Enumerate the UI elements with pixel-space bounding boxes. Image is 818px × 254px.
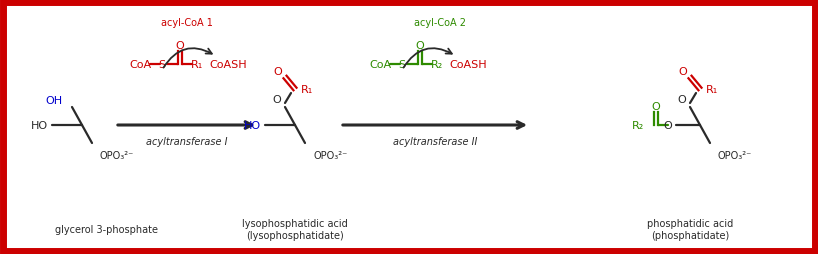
Text: S: S — [159, 60, 165, 70]
Text: HO: HO — [31, 121, 48, 131]
Text: phosphatidic acid
(phosphatidate): phosphatidic acid (phosphatidate) — [647, 218, 733, 240]
Text: lysophosphatidic acid
(lysophosphatidate): lysophosphatidic acid (lysophosphatidate… — [242, 218, 348, 240]
Text: R₁: R₁ — [301, 85, 313, 95]
FancyBboxPatch shape — [3, 3, 815, 251]
Text: R₁: R₁ — [706, 85, 718, 95]
Text: R₁: R₁ — [191, 60, 203, 70]
Text: OPO₃²⁻: OPO₃²⁻ — [100, 150, 134, 160]
Text: CoASH: CoASH — [449, 60, 487, 70]
Text: CoA: CoA — [369, 60, 391, 70]
Text: O: O — [416, 41, 425, 51]
Text: CoASH: CoASH — [209, 60, 247, 70]
Text: O: O — [176, 41, 184, 51]
Text: O: O — [272, 95, 281, 105]
Text: OPO₃²⁻: OPO₃²⁻ — [718, 150, 753, 160]
Text: acyl-CoA 1: acyl-CoA 1 — [160, 18, 213, 28]
Text: acyltransferase I: acyltransferase I — [146, 136, 227, 146]
Text: OPO₃²⁻: OPO₃²⁻ — [313, 150, 348, 160]
Text: acyltransferase II: acyltransferase II — [393, 136, 477, 146]
Text: S: S — [398, 60, 406, 70]
Text: O: O — [677, 95, 686, 105]
Text: R₂: R₂ — [631, 121, 644, 131]
Text: glycerol 3-phosphate: glycerol 3-phosphate — [55, 224, 158, 234]
Text: O: O — [663, 121, 672, 131]
Text: OH: OH — [45, 96, 62, 106]
Text: O: O — [652, 102, 660, 112]
Text: acyl-CoA 2: acyl-CoA 2 — [414, 18, 466, 28]
Text: O: O — [273, 67, 282, 77]
Text: O: O — [678, 67, 687, 77]
Text: R₂: R₂ — [431, 60, 443, 70]
Text: CoA: CoA — [129, 60, 151, 70]
Text: HO: HO — [244, 121, 261, 131]
